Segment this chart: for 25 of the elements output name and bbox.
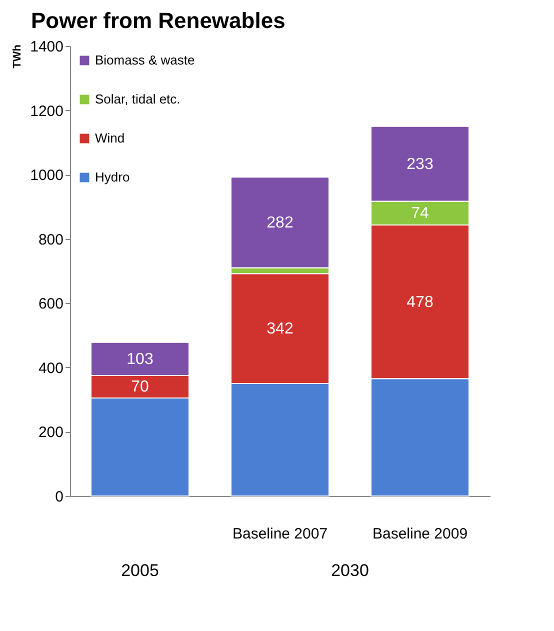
x-tick-label: Baseline 2007 (232, 526, 328, 542)
y-tick-label: 200 (38, 424, 64, 442)
y-tick-label: 0 (55, 488, 64, 506)
data-label: 478 (406, 294, 434, 311)
y-tick-label: 1000 (30, 167, 64, 184)
legend-label: Hydro (95, 170, 130, 184)
data-label: 70 (131, 378, 149, 396)
y-tick-label: 400 (38, 360, 64, 377)
text: 2005 (121, 561, 159, 580)
y-tick-label: 1200 (30, 102, 64, 120)
data-label: 103 (126, 350, 154, 368)
legend-label: Solar, tidal etc. (95, 92, 180, 106)
legend-label: Wind (95, 130, 125, 146)
data-label: 74 (411, 205, 429, 222)
data-label: 282 (266, 214, 294, 232)
y-tick-label: 1400 (30, 38, 64, 56)
data-label: 342 (266, 320, 294, 338)
y-axis-title: TWh (12, 44, 24, 68)
chart-title: Power from Renewables (31, 8, 286, 33)
y-tick-label: 600 (38, 296, 64, 313)
text: 2030 (331, 561, 369, 580)
y-tick-label: 800 (38, 231, 64, 248)
x-tick-label: Baseline 2009 (372, 526, 468, 542)
legend-label: Biomass & waste (95, 52, 195, 68)
data-label: 233 (406, 156, 434, 173)
